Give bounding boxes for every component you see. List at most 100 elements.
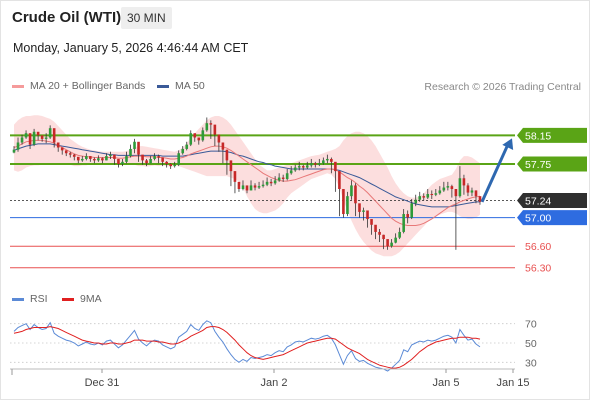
candle-body	[346, 196, 349, 215]
candle-body	[121, 161, 124, 164]
candle-body	[293, 167, 297, 171]
candle-body	[478, 196, 482, 202]
candle-body	[414, 199, 418, 204]
candle-body	[318, 163, 321, 165]
candle-body	[253, 185, 257, 188]
candle-body	[422, 196, 426, 198]
candle-body	[213, 124, 217, 135]
candle-body	[161, 157, 164, 162]
candle-body	[80, 158, 84, 161]
candle-body	[257, 186, 261, 188]
candle-body	[354, 185, 357, 204]
legend-rsi: RSI	[12, 293, 48, 305]
candle-body	[462, 178, 466, 186]
candle-body	[101, 158, 104, 161]
level-badge-58.15	[517, 127, 587, 143]
candle-body	[382, 234, 385, 240]
level-label-57.75: 57.75	[525, 159, 551, 171]
candle-body	[40, 135, 44, 139]
research-credit: Research © 2026 Trading Central	[424, 81, 581, 93]
candle-body	[313, 163, 317, 165]
rsi-line	[13, 320, 481, 372]
candle-body	[418, 196, 422, 200]
candle-body	[177, 153, 181, 165]
candle-body	[326, 158, 329, 161]
candle-body	[193, 133, 197, 138]
candle-body	[153, 156, 156, 159]
level-badge-57.24	[517, 192, 587, 208]
candle-body	[426, 194, 430, 198]
legend-ma50-label: MA 50	[175, 80, 205, 92]
candle-body	[273, 180, 277, 184]
legend-ma50-swatch	[157, 84, 169, 88]
candle-body	[241, 185, 245, 189]
level-badge-57.75	[517, 156, 587, 172]
candle-body	[305, 165, 309, 168]
candle-body	[145, 160, 148, 164]
ma20-line	[13, 139, 481, 226]
candle-body	[366, 210, 369, 220]
candle-body	[237, 181, 241, 189]
timeframe-button[interactable]: 30 MIN	[121, 7, 172, 29]
candle-body	[281, 177, 285, 179]
x-tick-label-2: Jan 5	[433, 377, 460, 389]
forecast-arrowhead	[502, 138, 514, 150]
candle-body	[141, 154, 144, 161]
candle-body	[125, 156, 128, 162]
candle-body	[229, 160, 233, 172]
candle-body	[137, 141, 140, 155]
candle-body	[402, 214, 405, 232]
candle-body	[390, 242, 393, 247]
candle-body	[32, 131, 36, 145]
candle-body	[301, 166, 305, 168]
candle-body	[277, 177, 281, 181]
candle-body	[261, 184, 265, 187]
candle-body	[394, 237, 397, 243]
candle-body	[466, 185, 470, 193]
candle-body	[197, 137, 201, 141]
candle-body	[52, 128, 56, 143]
candle-body	[205, 123, 209, 131]
candle-body	[245, 185, 249, 191]
x-tick-label-0: Dec 31	[85, 377, 120, 389]
candle-body	[438, 190, 442, 194]
legend-ma20-label: MA 20 + Bollinger Bands	[30, 80, 146, 92]
candle-body	[85, 156, 88, 159]
level-label-57.00: 57.00	[525, 213, 551, 225]
level-label-57.24: 57.24	[525, 195, 551, 207]
candle-body	[68, 153, 72, 155]
candle-body	[129, 148, 132, 157]
candle-body	[362, 210, 365, 212]
legend-ma50: MA 50	[157, 80, 205, 92]
candle-body	[334, 161, 337, 172]
instrument-title: Crude Oil (WTI)	[12, 9, 122, 26]
candle-body	[117, 158, 120, 164]
candle-body	[434, 193, 438, 195]
candle-body	[165, 161, 168, 164]
candle-body	[370, 219, 373, 225]
candle-body	[28, 133, 32, 145]
candle-body	[297, 166, 301, 168]
candle-body	[289, 170, 293, 174]
candle-body	[406, 214, 409, 218]
candle-body	[209, 123, 213, 125]
legend-ma20-bollinger: MA 20 + Bollinger Bands	[12, 80, 145, 92]
legend-9ma: 9MA	[62, 293, 102, 305]
candle-body	[36, 131, 40, 136]
legend-9ma-swatch	[62, 297, 74, 301]
candle-body	[201, 130, 205, 141]
level-label-58.15: 58.15	[525, 130, 551, 142]
candle-body	[56, 142, 60, 148]
candle-body	[269, 181, 273, 184]
candle-body	[60, 147, 64, 151]
candle-body	[386, 239, 389, 247]
candle-body	[249, 185, 253, 191]
candle-body	[322, 160, 325, 164]
level-label-56.60: 56.60	[525, 241, 551, 253]
candle-body	[470, 190, 474, 193]
candle-body	[358, 203, 361, 212]
candle-body	[309, 163, 313, 166]
candle-body	[398, 231, 401, 238]
legend-9ma-label: 9MA	[80, 293, 102, 305]
